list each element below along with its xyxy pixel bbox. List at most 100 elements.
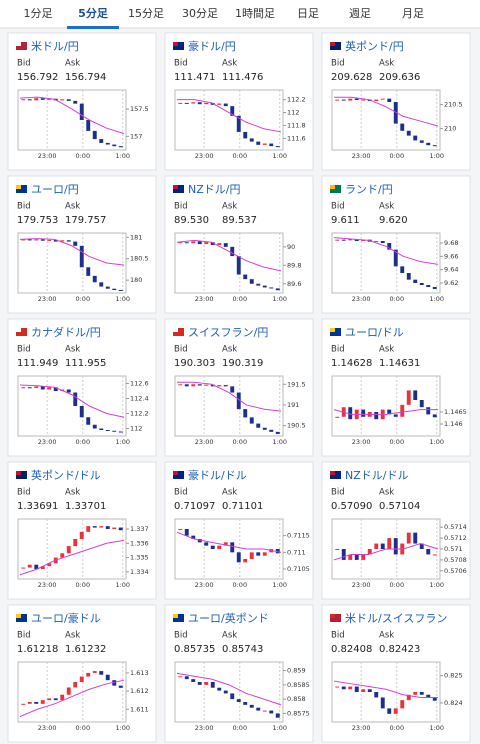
y-tick-label: 1.146 [444, 420, 463, 428]
candle [79, 103, 84, 120]
tab[interactable]: 日足 [297, 7, 319, 20]
candle [361, 554, 366, 560]
tab[interactable]: 月足 [402, 7, 424, 20]
pair-name[interactable]: NZドル/円 [188, 183, 240, 196]
y-tick-label: 1.337 [130, 525, 149, 533]
candle [184, 384, 189, 387]
tab[interactable]: 1時間足 [235, 7, 275, 20]
x-tick-label: 1:00 [272, 295, 287, 303]
pair-name[interactable]: カナダドル/円 [31, 325, 101, 339]
pair-name[interactable]: ユーロ/円 [31, 183, 79, 196]
candle [204, 242, 209, 245]
candle [223, 690, 228, 694]
candle [249, 704, 254, 708]
ask-label: Ask [379, 59, 394, 69]
y-tick-label: 111.8 [287, 121, 306, 129]
moving-average [333, 680, 438, 698]
candle [66, 389, 71, 393]
x-tick-label: 1:00 [429, 581, 444, 589]
flag-icon [330, 42, 335, 46]
candle [361, 409, 366, 417]
candle [367, 549, 372, 555]
pair-name[interactable]: ユーロ/英ポンド [188, 611, 269, 625]
x-tick-label: 0:00 [75, 438, 90, 446]
candle [262, 552, 267, 556]
ask-value: 0.71101 [222, 501, 263, 512]
pair-name[interactable]: 米ドル/円 [31, 40, 79, 53]
candle [197, 682, 202, 685]
y-tick-label: 9.66 [444, 252, 458, 260]
candle [230, 542, 235, 553]
candle [92, 275, 97, 283]
tab[interactable]: 5分足 [78, 6, 109, 20]
bid-value: 0.85735 [174, 644, 215, 655]
candle [73, 241, 78, 246]
moving-average [19, 384, 125, 418]
candle [426, 142, 431, 146]
candle [191, 102, 196, 104]
pair-name[interactable]: NZドル/ドル [345, 469, 408, 482]
chart-frame [174, 375, 284, 437]
candle [99, 671, 104, 675]
pair-name[interactable]: ランド/円 [345, 183, 393, 196]
pair-name[interactable]: スイスフラン/円 [188, 326, 268, 339]
moving-average [333, 237, 439, 265]
pair-name[interactable]: 豪ドル/円 [188, 39, 236, 53]
bid-label: Bid [331, 345, 345, 355]
candle [230, 106, 235, 116]
candle [406, 694, 411, 701]
candle [354, 239, 359, 241]
candle [197, 241, 202, 245]
chart-frame [174, 232, 284, 294]
candle [210, 384, 215, 387]
candle [105, 674, 110, 681]
x-tick-label: 23:00 [38, 438, 57, 446]
candle [184, 242, 189, 244]
x-tick-label: 1:00 [115, 438, 130, 446]
candle [21, 239, 26, 241]
tab[interactable]: 週足 [349, 7, 371, 20]
pair-name[interactable]: 英ポンド/ドル [31, 468, 101, 482]
y-tick-label: 0.7105 [287, 565, 310, 573]
candle [256, 141, 261, 145]
x-tick-label: 0:00 [232, 152, 247, 160]
candle [354, 98, 359, 101]
ask-label: Ask [222, 631, 237, 641]
candle [47, 239, 52, 241]
candle [40, 700, 45, 704]
candle [348, 407, 353, 420]
candle [79, 676, 84, 682]
pair-name[interactable]: ユーロ/ドル [345, 326, 404, 339]
candle [60, 694, 65, 701]
y-tick-label: 180.5 [130, 255, 149, 263]
candle [191, 535, 196, 539]
pair-name[interactable]: ユーロ/豪ドル [31, 611, 101, 625]
tab[interactable]: 30分足 [182, 7, 218, 20]
candle [178, 242, 183, 244]
x-tick-label: 1:00 [429, 295, 444, 303]
flag-icon [330, 185, 335, 189]
y-tick-label: 1.612 [130, 687, 149, 695]
flag-icon [173, 42, 178, 46]
pair-name[interactable]: 米ドル/スイスフラン [345, 612, 447, 625]
candle [249, 417, 254, 424]
x-tick-label: 1:00 [272, 724, 287, 732]
candle [335, 549, 340, 550]
candle [217, 243, 222, 245]
x-tick-label: 1:00 [429, 724, 444, 732]
candle [66, 546, 71, 554]
bid-value: 1.61218 [17, 644, 58, 655]
tab[interactable]: 1分足 [24, 7, 53, 20]
candle [380, 697, 385, 709]
x-tick-label: 23:00 [352, 724, 371, 732]
tab[interactable]: 15分足 [128, 7, 164, 20]
x-tick-label: 1:00 [115, 581, 130, 589]
pair-name[interactable]: 英ポンド/円 [345, 39, 404, 53]
flag-icon [173, 328, 178, 332]
y-tick-label: 0.8585 [287, 681, 310, 689]
y-tick-label: 0.5708 [444, 556, 467, 564]
pair-name[interactable]: 豪ドル/ドル [188, 468, 247, 482]
y-tick-label: 180 [130, 276, 142, 284]
candle [40, 239, 45, 241]
